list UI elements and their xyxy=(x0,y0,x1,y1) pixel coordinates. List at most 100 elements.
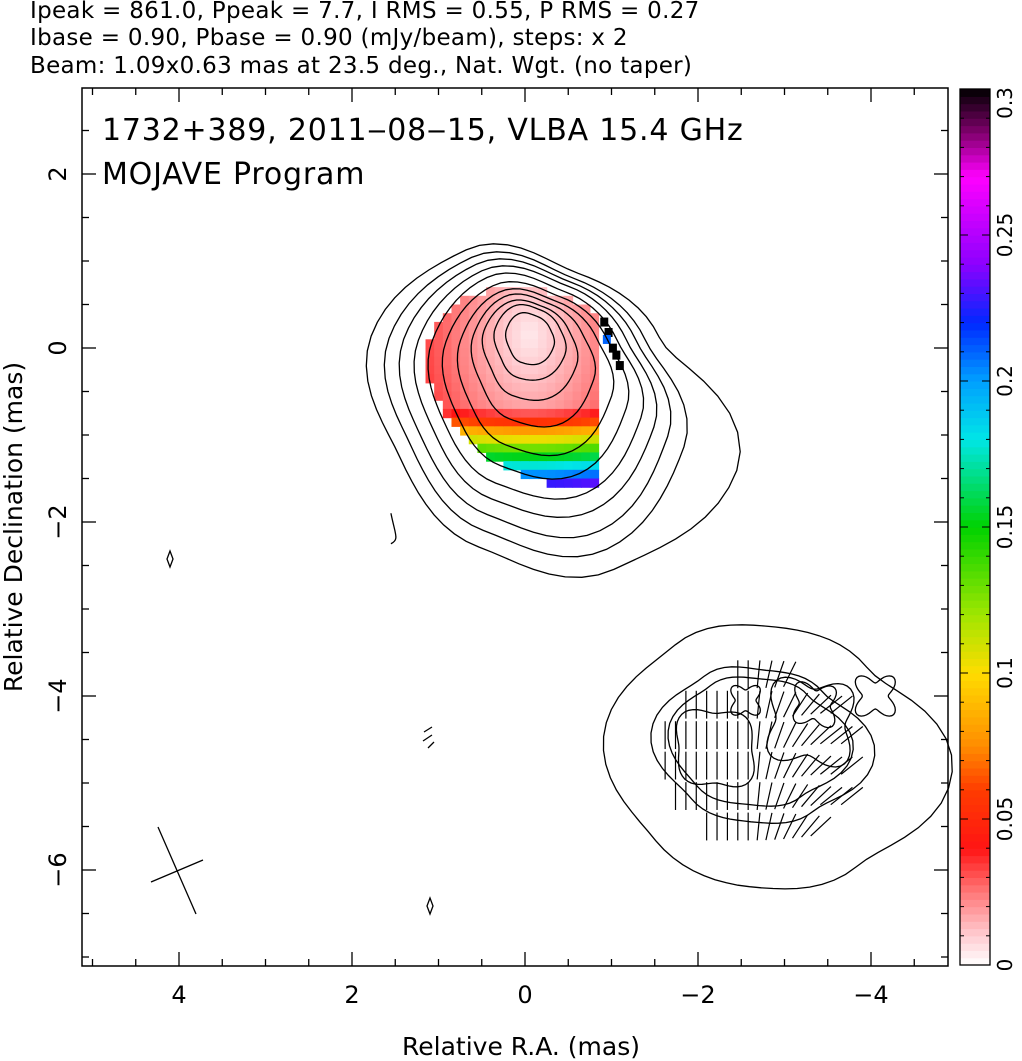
evpa-vector xyxy=(810,816,832,837)
fpol-pixel xyxy=(460,330,470,340)
fpol-pixel xyxy=(572,461,582,471)
fpol-pixel xyxy=(563,452,574,462)
fpol-pixel xyxy=(477,435,487,445)
fpol-pixel xyxy=(572,400,582,410)
fpol-pixel xyxy=(512,400,522,410)
fpol-pixel xyxy=(512,356,522,366)
fpol-pixel xyxy=(460,295,470,306)
fpol-pixel xyxy=(451,321,461,332)
fpol-pixel xyxy=(589,391,600,401)
fpol-pixel xyxy=(581,443,591,453)
colorbar-swatch xyxy=(960,169,990,178)
colorbar-swatch xyxy=(960,884,990,893)
colorbar-swatch xyxy=(960,337,990,346)
fpol-pixel xyxy=(520,356,530,366)
evpa-vector xyxy=(783,661,797,687)
fpol-pixel xyxy=(494,339,504,349)
fpol-pixel xyxy=(555,400,565,410)
colorbar-swatch xyxy=(960,315,990,324)
knot-contour xyxy=(602,624,953,890)
evpa-vector xyxy=(801,785,820,808)
fpol-pixel xyxy=(546,295,556,306)
fpol-pixel xyxy=(494,435,504,445)
colorbar: 0 0.05 0.1 0.15 0.2 0.25 0.3 xyxy=(959,87,1017,972)
fpol-pixel xyxy=(563,382,574,393)
fpol-pixel xyxy=(572,304,582,314)
evpa-vector xyxy=(774,691,785,719)
fpol-pixel xyxy=(434,365,444,375)
fpol-pixel xyxy=(486,330,496,340)
evpa-vector xyxy=(765,721,773,749)
fpol-pixel xyxy=(460,408,470,419)
colorbar-swatch xyxy=(960,724,990,732)
evpa-vector xyxy=(765,782,773,810)
fpol-pixel xyxy=(494,304,504,314)
colorbar-swatch xyxy=(960,950,990,959)
colorbar-swatch xyxy=(960,454,990,462)
fpol-pixel xyxy=(486,435,496,445)
artifact-contour xyxy=(422,726,435,749)
fpol-pixel xyxy=(572,339,582,349)
fpol-pixel xyxy=(468,313,479,323)
fpol-pixel xyxy=(503,443,513,453)
fpol-pixel xyxy=(512,313,522,323)
evpa-vector xyxy=(774,660,785,688)
fpol-pixel xyxy=(589,443,600,453)
fpol-pixel xyxy=(581,348,591,358)
colorbar-swatch xyxy=(960,381,990,389)
evpa-vector xyxy=(756,721,761,750)
fpol-pixel xyxy=(563,304,574,314)
colorbar-swatch xyxy=(960,220,990,229)
fpol-pixel xyxy=(451,400,461,410)
fpol-pixel xyxy=(503,461,513,471)
fpol-pixel xyxy=(520,374,530,384)
evpa-vector xyxy=(791,784,809,809)
fpol-pixel xyxy=(546,452,556,462)
colorbar-swatch xyxy=(960,862,990,871)
colorbar-swatch xyxy=(960,870,990,878)
fpol-pixel xyxy=(529,382,539,393)
fpol-pixel xyxy=(486,426,496,436)
colorbar-swatch xyxy=(960,629,990,638)
colorbar-swatch xyxy=(960,760,990,769)
fpol-pixel xyxy=(451,313,461,323)
colorbar-swatch xyxy=(960,563,990,572)
evpa-vector xyxy=(783,722,797,748)
fpol-pixel xyxy=(425,348,435,358)
evpa-vector xyxy=(830,726,853,745)
colorbar-swatch xyxy=(960,183,990,192)
evpa-vector xyxy=(840,786,864,806)
colorbar-swatch xyxy=(960,402,990,411)
colorbar-label: 0.3 xyxy=(993,87,1017,119)
fpol-pixel xyxy=(468,295,479,306)
fpol-pixel xyxy=(563,339,574,349)
colorbar-swatch xyxy=(960,278,990,287)
colorbar-swatch xyxy=(960,140,990,148)
core-contour xyxy=(456,288,615,457)
colorbar-swatch xyxy=(960,789,990,798)
fpol-pixel xyxy=(503,400,513,410)
fpol-pixel xyxy=(537,417,548,427)
evpa-vector xyxy=(783,752,797,779)
fpol-pixel xyxy=(503,435,513,445)
fpol-pixel xyxy=(434,382,444,393)
fpol-pixel xyxy=(512,461,522,471)
fpol-pixel xyxy=(563,443,574,453)
colorbar-label: 0 xyxy=(993,959,1017,972)
fpol-pixel xyxy=(555,461,565,471)
fpol-pixel xyxy=(555,426,565,436)
fpol-pixel xyxy=(512,435,522,445)
fpol-pixel xyxy=(477,365,487,375)
fpol-pixel xyxy=(494,426,504,436)
evpa-vector xyxy=(756,782,761,810)
fpol-pixel xyxy=(477,382,487,393)
fpol-pixel xyxy=(486,408,496,419)
colorbar-swatch xyxy=(960,329,990,338)
fpol-pixel xyxy=(520,304,530,314)
fpol-pixel xyxy=(572,391,582,401)
fpol-pixel xyxy=(512,452,522,462)
fpol-pixel xyxy=(555,348,565,358)
colorbar-swatch xyxy=(960,286,990,294)
core-contour xyxy=(398,258,672,539)
fpol-pixel xyxy=(555,356,565,366)
